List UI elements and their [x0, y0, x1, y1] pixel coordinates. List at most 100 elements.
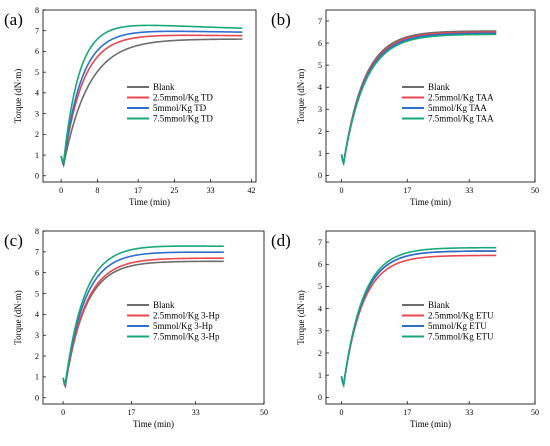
y-tick-label: 3	[35, 331, 39, 340]
x-tick-label: 33	[192, 408, 200, 417]
legend-entry: 7.5mmol/Kg ETU	[428, 332, 494, 342]
legend-entry: 7.5mmol/Kg TD	[153, 114, 213, 124]
x-tick-label: 17	[134, 186, 142, 195]
y-axis-label: Torque (dN·m)	[13, 290, 23, 345]
x-tick-label: 50	[531, 408, 539, 417]
y-tick-label: 7	[318, 238, 322, 247]
y-tick-label: 5	[35, 68, 39, 77]
x-tick-label: 33	[207, 186, 215, 195]
legend-entry: 5mmol/Kg TD	[153, 103, 207, 113]
series-line-2	[62, 257, 224, 389]
panel-label: (a)	[4, 10, 23, 29]
x-tick-label: 50	[531, 186, 539, 195]
y-tick-label: 0	[35, 172, 39, 181]
y-tick-label: 6	[35, 268, 39, 277]
y-axis-label: Torque (dN·m)	[296, 69, 306, 124]
series-line-4	[60, 24, 243, 164]
x-tick-label: 0	[61, 408, 65, 417]
x-tick-label: 17	[127, 408, 135, 417]
y-tick-label: 0	[318, 393, 322, 402]
y-tick-label: 0	[318, 171, 322, 180]
series-line-3	[340, 250, 497, 388]
legend-entry: 5mmol/Kg ETU	[428, 321, 487, 331]
legend-entry: Blank	[153, 300, 175, 310]
panel-label: (d)	[271, 231, 291, 250]
x-tick-label: 25	[170, 186, 178, 195]
y-tick-label: 6	[35, 47, 39, 56]
legend-entry: Blank	[428, 82, 450, 92]
panel-3: 0 1 2 3 4 5 6 7 8 0 17 33 50 Time (min) Torque (dN·m) (…	[4, 227, 268, 429]
y-tick-label: 2	[318, 349, 322, 358]
panel-label: (b)	[271, 10, 291, 29]
legend-entry: Blank	[153, 82, 175, 92]
plot-frame	[325, 230, 536, 405]
legend-entry: 7.5mmol/Kg TAA	[428, 114, 494, 124]
panel-1: 0 1 2 3 4 5 6 7 8 0 8 17 25 33 42 Time (min) Torque (dN·…	[4, 6, 257, 207]
series-line-3	[60, 30, 243, 166]
legend-entry: 5mmol/Kg 3-Hp	[153, 321, 213, 331]
x-tick-label: 0	[339, 408, 343, 417]
x-tick-label: 42	[247, 186, 255, 195]
panel-label: (c)	[4, 231, 23, 250]
legend-entry: 5mmol/Kg TAA	[428, 103, 487, 113]
y-tick-label: 2	[318, 127, 322, 136]
y-tick-label: 3	[318, 105, 322, 114]
y-axis-label: Torque (dN·m)	[296, 290, 306, 345]
series-line-3	[62, 251, 224, 388]
y-tick-label: 5	[318, 282, 322, 291]
x-axis-label: Time (min)	[129, 197, 170, 207]
x-tick-label: 50	[260, 408, 268, 417]
x-tick-label: 0	[339, 186, 343, 195]
y-tick-label: 7	[35, 248, 39, 257]
y-tick-label: 1	[35, 151, 39, 160]
y-tick-label: 7	[35, 27, 39, 36]
y-tick-label: 1	[318, 371, 322, 380]
series-line-4	[340, 33, 497, 167]
plot-frame	[42, 230, 265, 405]
y-tick-label: 4	[318, 304, 322, 313]
x-tick-label: 33	[465, 186, 473, 195]
x-axis-label: Time (min)	[133, 419, 174, 429]
y-tick-label: 1	[35, 373, 39, 382]
y-tick-label: 2	[35, 352, 39, 361]
legend-entry: 2.5mmol/Kg TAA	[428, 93, 494, 103]
y-tick-label: 3	[35, 109, 39, 118]
y-tick-label: 8	[35, 227, 39, 236]
legend-entry: Blank	[428, 300, 450, 310]
x-tick-label: 0	[59, 186, 63, 195]
x-tick-label: 17	[403, 408, 411, 417]
legend-entry: 2.5mmol/Kg 3-Hp	[153, 311, 220, 321]
y-tick-label: 1	[318, 149, 322, 158]
x-tick-label: 17	[403, 186, 411, 195]
y-tick-label: 4	[35, 89, 39, 98]
plot-frame	[325, 9, 536, 183]
y-tick-label: 2	[35, 130, 39, 139]
y-tick-label: 5	[35, 289, 39, 298]
x-axis-label: Time (min)	[410, 197, 451, 207]
x-tick-label: 33	[465, 408, 473, 417]
y-tick-label: 8	[35, 6, 39, 15]
series-line-2	[340, 254, 497, 388]
y-tick-label: 7	[318, 17, 322, 26]
y-axis-label: Torque (dN·m)	[13, 69, 23, 124]
x-axis-label: Time (min)	[410, 419, 451, 429]
y-tick-label: 4	[318, 83, 322, 92]
y-tick-label: 6	[318, 260, 322, 269]
legend-entry: 7.5mmol/Kg 3-Hp	[153, 332, 220, 342]
series-line-4	[340, 246, 497, 388]
series-line-1	[62, 260, 224, 389]
x-tick-label: 8	[95, 186, 99, 195]
panel-4: 0 1 2 3 4 5 6 7 0 17 33 50 Time (min) Torque (dN·m) (d…	[271, 230, 539, 429]
legend-entry: 2.5mmol/Kg ETU	[428, 311, 494, 321]
y-tick-label: 6	[318, 39, 322, 48]
series-line-2	[60, 34, 243, 167]
legend-entry: 2.5mmol/Kg TD	[153, 93, 213, 103]
series-line-1	[60, 38, 243, 168]
y-tick-label: 4	[35, 310, 39, 319]
panel-2: 0 1 2 3 4 5 6 7 0 17 33 50 Time (min) Torque (dN·m) (b…	[271, 9, 539, 207]
